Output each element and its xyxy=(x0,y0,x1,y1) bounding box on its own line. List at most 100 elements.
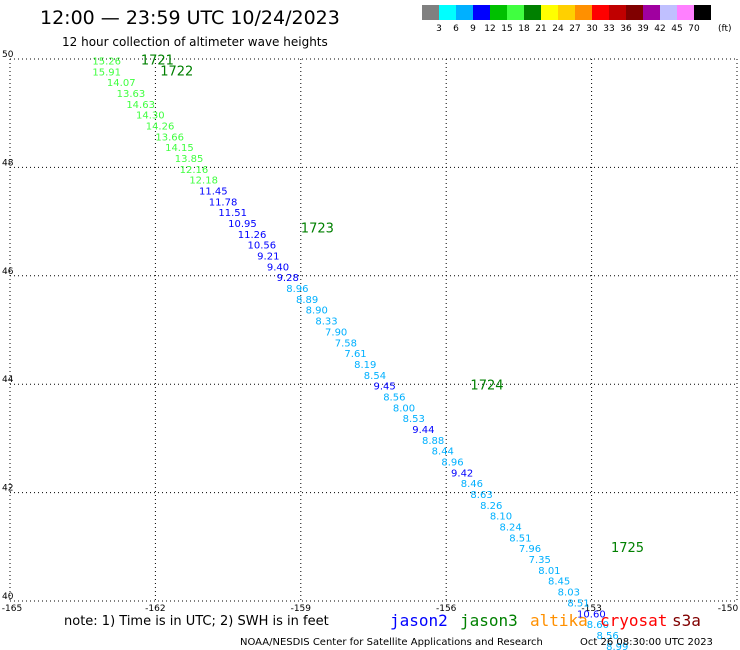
wave-height-label: 13.85 xyxy=(175,154,204,165)
wave-height-label: 8.03 xyxy=(558,588,580,599)
colorbar-swatch xyxy=(456,5,473,20)
wave-height-label: 12.16 xyxy=(180,165,209,176)
wave-height-label: 14.15 xyxy=(165,143,194,154)
pass-number-label: 1725 xyxy=(611,541,644,556)
wave-height-label: 15.26 xyxy=(92,56,121,67)
y-tick-label: 44 xyxy=(2,375,14,385)
colorbar-swatch xyxy=(439,5,456,20)
legend-item-jason3: jason3 xyxy=(460,611,518,630)
wave-height-label: 8.99 xyxy=(606,642,628,650)
wave-height-label: 8.60 xyxy=(587,620,609,631)
y-tick-label: 48 xyxy=(2,158,14,168)
colorbar-swatch xyxy=(507,5,524,20)
colorbar-swatch xyxy=(490,5,507,20)
colorbar-label: 42 xyxy=(654,24,665,34)
y-tick-label: 46 xyxy=(2,267,14,277)
colorbar-label: 36 xyxy=(620,24,632,34)
wave-height-points: 15.2615.9114.0713.6314.6314.3014.2613.66… xyxy=(92,56,628,650)
legend-item-altika: altika xyxy=(530,611,588,630)
wave-height-label: 8.96 xyxy=(286,284,308,295)
wave-height-label: 14.07 xyxy=(107,78,136,89)
colorbar-legend: 3 6 9 12 15 18 21 24 27 30 33 36 39 42 45 70 xyxy=(422,5,711,34)
colorbar-swatch xyxy=(473,5,490,20)
wave-height-label: 8.10 xyxy=(490,512,512,523)
legend-item-s3a: s3a xyxy=(672,611,701,630)
wave-height-label: 7.35 xyxy=(529,555,551,566)
wave-height-label: 9.44 xyxy=(412,425,434,436)
colorbar-label: 27 xyxy=(569,24,580,34)
colorbar-label: 33 xyxy=(603,24,614,34)
wave-height-label: 9.21 xyxy=(257,252,279,263)
wave-height-label: 10.56 xyxy=(247,241,276,252)
wave-height-label: 11.26 xyxy=(238,230,267,241)
wave-height-label: 14.26 xyxy=(146,121,175,132)
wave-height-label: 8.26 xyxy=(480,501,502,512)
wave-height-label: 14.30 xyxy=(136,111,165,122)
colorbar-label: 21 xyxy=(535,24,546,34)
wave-height-label: 8.63 xyxy=(470,490,492,501)
chart-subtitle: 12 hour collection of altimeter wave hei… xyxy=(62,35,328,49)
wave-height-label: 8.51 xyxy=(567,598,589,609)
wave-height-label: 7.58 xyxy=(335,338,357,349)
pass-number-label: 1723 xyxy=(301,221,334,236)
colorbar-label: 9 xyxy=(470,24,476,34)
wave-height-label: 12.18 xyxy=(189,176,218,187)
pass-number-label: 1724 xyxy=(470,379,503,394)
wave-height-label: 8.19 xyxy=(354,360,376,371)
colorbar-swatch xyxy=(422,5,439,20)
colorbar-label: 70 xyxy=(688,24,700,34)
wave-height-label: 8.01 xyxy=(538,566,560,577)
wave-height-label: 8.46 xyxy=(461,479,483,490)
wave-height-label: 9.28 xyxy=(277,273,299,284)
chart-title: 12:00 — 23:59 UTC 10/24/2023 xyxy=(40,7,340,29)
x-tick-label: -150 xyxy=(718,604,739,614)
wave-height-label: 7.61 xyxy=(344,349,366,360)
wave-height-label: 11.45 xyxy=(199,187,228,198)
plot-grid xyxy=(9,58,738,602)
footer-credit: NOAA/NESDIS Center for Satellite Applica… xyxy=(240,637,543,648)
wave-height-label: 10.60 xyxy=(577,609,606,620)
wave-height-label: 9.42 xyxy=(451,468,473,479)
colorbar-label: 39 xyxy=(637,24,649,34)
wave-height-label: 8.88 xyxy=(422,436,444,447)
wave-height-label: 7.90 xyxy=(325,327,347,338)
wave-height-label: 7.96 xyxy=(519,544,541,555)
wave-height-label: 9.40 xyxy=(267,262,289,273)
wave-height-label: 8.56 xyxy=(383,392,405,403)
colorbar-label: 30 xyxy=(586,24,598,34)
colorbar-swatch xyxy=(609,5,626,20)
pass-number-label: 1722 xyxy=(160,64,193,79)
x-tick-label: -153 xyxy=(581,604,601,614)
wave-height-label: 8.96 xyxy=(441,458,463,469)
legend-item-jason2: jason2 xyxy=(390,611,448,630)
colorbar-label: 15 xyxy=(501,24,512,34)
colorbar-label: 12 xyxy=(484,24,495,34)
footer-note: note: 1) Time is in UTC; 2) SWH is in fe… xyxy=(64,614,329,629)
pass-number-label: 1721 xyxy=(141,53,174,68)
wave-height-label: 8.00 xyxy=(393,403,415,414)
x-tick-label: -165 xyxy=(2,604,22,614)
colorbar-swatch xyxy=(694,5,711,20)
colorbar-unit: (ft) xyxy=(718,24,732,34)
wave-height-label: 11.51 xyxy=(218,208,247,219)
x-tick-label: -156 xyxy=(436,604,457,614)
wave-height-label: 8.56 xyxy=(596,631,618,642)
wave-height-label: 8.53 xyxy=(403,414,425,425)
wave-height-label: 13.66 xyxy=(155,132,184,143)
wave-height-label: 14.63 xyxy=(126,100,155,111)
colorbar-label: 24 xyxy=(552,24,564,34)
wave-height-label: 11.78 xyxy=(209,197,238,208)
y-tick-label: 40 xyxy=(2,592,14,602)
wave-height-label: 9.45 xyxy=(374,382,396,393)
axis-tick-labels: -165 -162 -159 -156 -153 -150 50 48 46 44 42 40 xyxy=(2,50,739,614)
colorbar-swatch xyxy=(626,5,643,20)
y-tick-label: 42 xyxy=(2,484,13,494)
footer-timestamp: Oct 26 08:30:00 UTC 2023 xyxy=(580,637,713,648)
wave-height-label: 13.63 xyxy=(117,89,146,100)
colorbar-swatch xyxy=(677,5,694,20)
colorbar-swatch xyxy=(558,5,575,20)
wave-height-label: 8.33 xyxy=(315,317,337,328)
wave-height-label: 8.89 xyxy=(296,295,318,306)
wave-height-label: 8.24 xyxy=(500,523,522,534)
